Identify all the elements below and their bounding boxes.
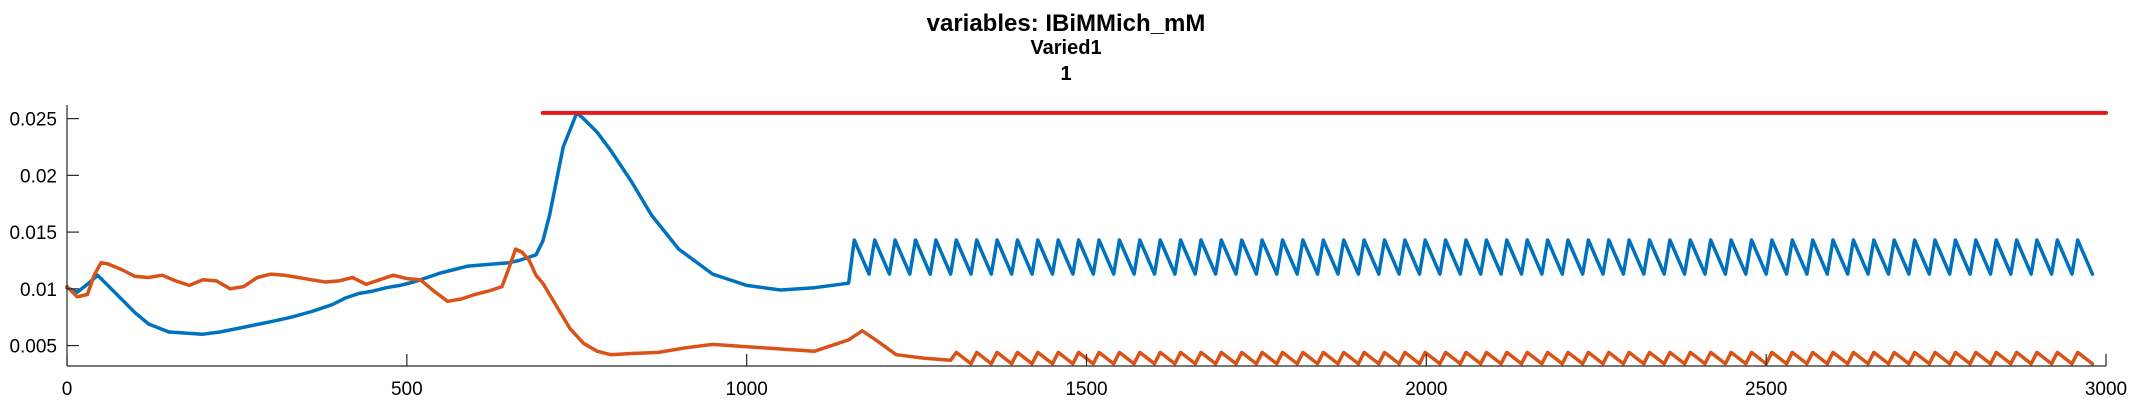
y-tick-label: 0.02 bbox=[20, 166, 57, 187]
x-tick-label: 1500 bbox=[1065, 379, 1107, 400]
x-tick-label: 2000 bbox=[1405, 379, 1447, 400]
x-ticks: 0 500 1000 1500 2000 2500 3000 bbox=[62, 354, 2127, 400]
y-ticks: 0.005 0.01 0.015 0.02 0.025 bbox=[9, 110, 79, 358]
x-tick-label: 0 bbox=[62, 379, 73, 400]
series-line-2 bbox=[65, 247, 2095, 366]
y-tick-label: 0.01 bbox=[20, 280, 57, 301]
series-line-1 bbox=[65, 111, 2095, 336]
plot-area: 0 500 1000 1500 2000 2500 3000 0.0050.010.0150… bbox=[9, 105, 2127, 400]
y-tick-label: 0.025 bbox=[9, 110, 57, 131]
series-layer bbox=[65, 110, 2108, 366]
x-tick-label: 2500 bbox=[1745, 379, 1787, 400]
y-tick-label: 0.015 bbox=[9, 223, 57, 244]
x-tick-label: 1000 bbox=[726, 379, 768, 400]
x-tick-label: 3000 bbox=[2085, 379, 2127, 400]
x-tick-label: 500 bbox=[391, 379, 423, 400]
chart-title: variables: IBiMMich_mM bbox=[927, 10, 1206, 37]
chart-subtitle-2: 1 bbox=[1060, 63, 1071, 85]
chart-subtitle-1: Varied1 bbox=[1030, 37, 1101, 59]
y-tick-label: 0.005 bbox=[9, 337, 57, 358]
